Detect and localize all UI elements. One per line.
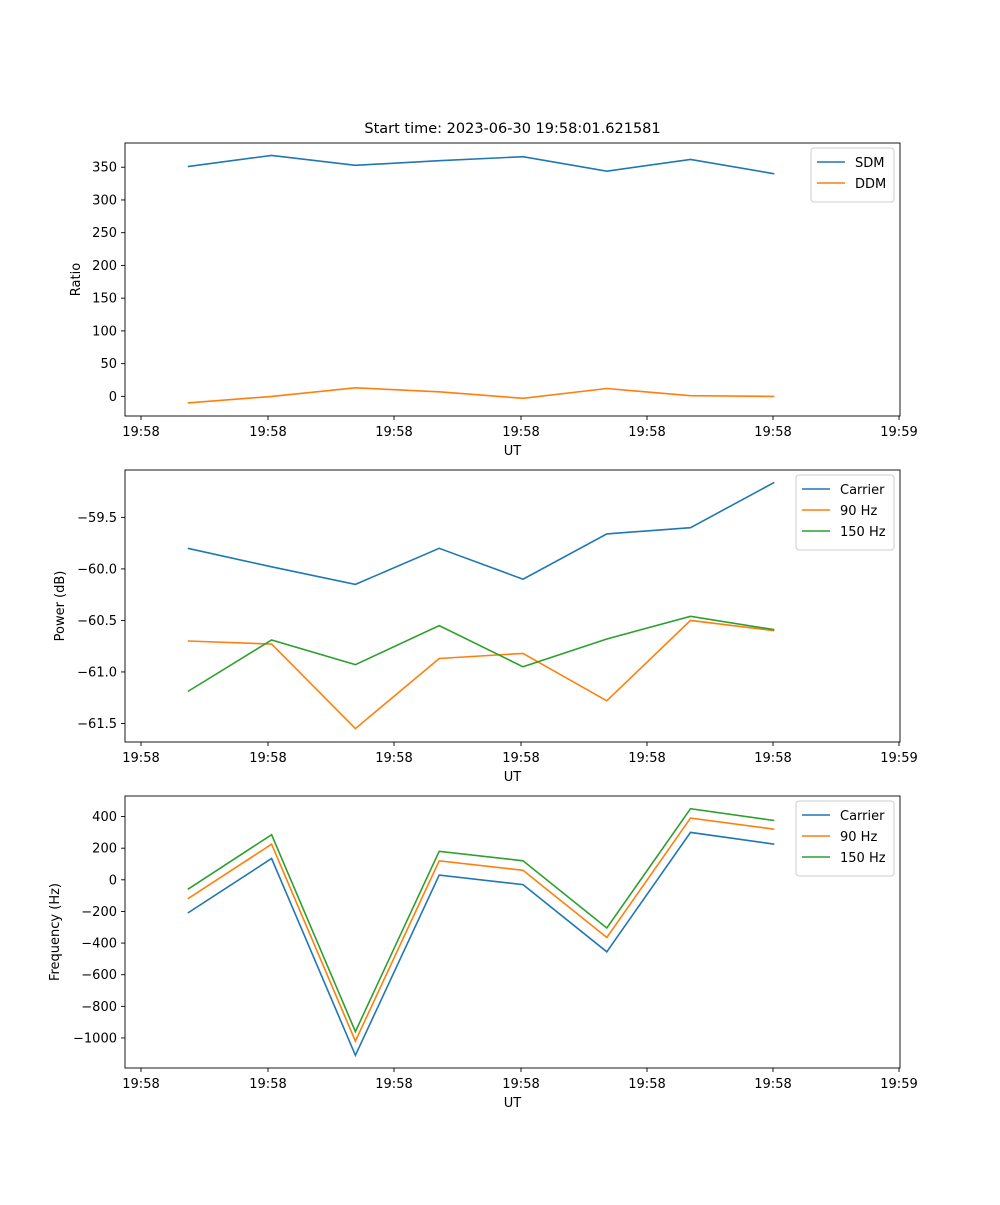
chart-panel-1: 19:58 19:58 19:58 19:58 19:58 19:58 19:59 UT 0 50… (69, 142, 918, 459)
x-tick-label: 19:58 (122, 1077, 159, 1092)
x-tick-label: 19:58 (249, 1077, 286, 1092)
y-tick-label: −400 (81, 937, 117, 952)
y-tick-label: 50 (100, 357, 117, 372)
y-axis-label: Ratio (69, 263, 84, 296)
x-tick-label: 19:58 (754, 425, 791, 440)
y-tick-label: −61.0 (77, 665, 117, 680)
x-tick-label: 19:58 (628, 751, 665, 766)
axes-frame (124, 795, 901, 1069)
x-tick-label: 19:59 (880, 751, 917, 766)
series-line-carrier (187, 831, 775, 1058)
y-tick-label: 300 (92, 193, 117, 208)
legend: SDM DDM (810, 147, 895, 203)
y-tick-label: −200 (81, 905, 117, 920)
y-tick-label: 250 (92, 226, 117, 241)
y-tick-label: 400 (92, 810, 117, 825)
y-axis-label: Frequency (Hz) (48, 883, 63, 981)
legend-label: 90 Hz (840, 830, 877, 845)
y-tick-label: 150 (92, 292, 117, 307)
y-tick-label: 200 (92, 259, 117, 274)
chart-panel-2: 19:58 19:58 19:58 19:58 19:58 19:58 19:59 UT −61… (53, 469, 918, 785)
series-line-150-hz (187, 807, 775, 1034)
legend-label: DDM (855, 177, 886, 192)
series-line-sdm (187, 154, 775, 175)
figure-title: Start time: 2023-06-30 19:58:01.621581 (364, 121, 661, 137)
x-tick-label: 19:58 (628, 425, 665, 440)
legend-label: SDM (855, 156, 884, 171)
legend-label: Carrier (840, 809, 885, 824)
legend: Carrier 90 Hz 150 Hz (795, 800, 895, 877)
y-tick-label: −60.0 (77, 562, 117, 577)
y-tick-label: 0 (109, 873, 117, 888)
series-line-150-hz (187, 615, 775, 693)
legend-label: 90 Hz (840, 504, 877, 519)
series-line-carrier (187, 481, 775, 586)
x-axis-label: UT (504, 770, 522, 785)
y-tick-label: −600 (81, 968, 117, 983)
x-tick-label: 19:58 (754, 751, 791, 766)
y-tick-label: 350 (92, 161, 117, 176)
x-tick-label: 19:58 (249, 425, 286, 440)
y-tick-label: −60.5 (77, 614, 117, 629)
legend: Carrier 90 Hz 150 Hz (795, 474, 895, 551)
chart-panel-3: 19:58 19:58 19:58 19:58 19:58 19:58 19:59 UT −10… (48, 795, 918, 1111)
x-tick-label: 19:58 (502, 751, 539, 766)
y-axis-label: Power (dB) (53, 571, 68, 642)
y-tick-label: −800 (81, 1000, 117, 1015)
legend-label: Carrier (840, 483, 885, 498)
axes-frame (124, 469, 901, 743)
x-tick-label: 19:58 (122, 425, 159, 440)
x-tick-label: 19:59 (880, 425, 917, 440)
series-line-ddm (187, 386, 775, 404)
x-tick-label: 19:58 (122, 751, 159, 766)
series-line-90-hz (187, 619, 775, 730)
y-tick-label: −1000 (73, 1031, 117, 1046)
x-tick-label: 19:58 (754, 1077, 791, 1092)
x-tick-label: 19:58 (628, 1077, 665, 1092)
x-axis-label: UT (504, 1096, 522, 1111)
x-tick-label: 19:58 (502, 425, 539, 440)
y-tick-label: −59.5 (77, 511, 117, 526)
y-tick-label: −61.5 (77, 717, 117, 732)
legend-label: 150 Hz (840, 525, 886, 540)
y-tick-label: 200 (92, 842, 117, 857)
y-tick-label: 100 (92, 324, 117, 339)
legend-label: 150 Hz (840, 851, 886, 866)
x-tick-label: 19:58 (249, 751, 286, 766)
y-tick-label: 0 (109, 390, 117, 405)
x-tick-label: 19:58 (375, 425, 412, 440)
series-line-90-hz (187, 817, 775, 1044)
x-tick-label: 19:58 (375, 1077, 412, 1092)
x-tick-label: 19:59 (880, 1077, 917, 1092)
x-tick-label: 19:58 (502, 1077, 539, 1092)
x-axis-label: UT (504, 444, 522, 459)
x-tick-label: 19:58 (375, 751, 412, 766)
axes-frame (124, 142, 901, 417)
